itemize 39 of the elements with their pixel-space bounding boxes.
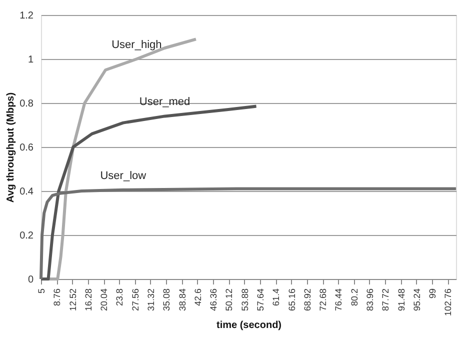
y-tick-label: 0.6 bbox=[20, 142, 34, 154]
x-tick-label: 72.68 bbox=[318, 288, 328, 312]
series-label: User_low bbox=[100, 170, 146, 182]
x-tick-label: 5 bbox=[36, 288, 46, 294]
y-tick-label: 0.4 bbox=[20, 186, 34, 198]
x-tick-label: 8.76 bbox=[52, 288, 62, 306]
x-tick-label: 12.52 bbox=[68, 288, 78, 312]
x-tick-label: 53.88 bbox=[240, 288, 250, 312]
x-axis-title: time (second) bbox=[216, 320, 282, 332]
x-tick-label: 23.8 bbox=[114, 288, 125, 306]
series-label: User_high bbox=[112, 39, 162, 51]
x-tick-label: 27.56 bbox=[130, 288, 140, 312]
x-tick-label: 61.4 bbox=[271, 288, 282, 306]
x-tick-label: 102.76 bbox=[443, 288, 454, 316]
x-tick-label: 57.64 bbox=[255, 288, 266, 312]
x-tick-label: 65.16 bbox=[286, 288, 297, 312]
y-tick-label: 0 bbox=[28, 274, 34, 286]
x-tick-label: 91.48 bbox=[396, 288, 406, 312]
x-tick-label: 99 bbox=[428, 288, 438, 299]
x-tick-label: 76.44 bbox=[334, 288, 344, 312]
y-tick-label: 1 bbox=[28, 54, 34, 66]
x-tick-label: 68.92 bbox=[302, 288, 312, 312]
x-tick-label: 95.24 bbox=[412, 288, 422, 312]
x-tick-label: 50.12 bbox=[224, 288, 234, 312]
y-axis-title: Avg throughput (Mbps) bbox=[6, 92, 17, 203]
x-tick-label: 31.32 bbox=[146, 288, 156, 312]
x-tick-label: 35.08 bbox=[162, 288, 172, 312]
series-label: User_med bbox=[139, 96, 190, 108]
x-tick-label: 83.96 bbox=[364, 288, 375, 312]
x-tick-label: 16.28 bbox=[83, 288, 94, 312]
y-tick-label: 0.8 bbox=[20, 98, 34, 110]
x-tick-label: 46.36 bbox=[208, 288, 219, 312]
x-tick-label: 38.84 bbox=[177, 288, 188, 312]
x-tick-label: 42.6 bbox=[192, 288, 203, 306]
y-tick-label: 0.2 bbox=[20, 230, 34, 242]
x-tick-label: 20.04 bbox=[99, 288, 110, 312]
x-tick-label: 87.72 bbox=[380, 288, 391, 312]
x-tick-label: 80.2 bbox=[349, 288, 360, 306]
y-tick-label: 1.2 bbox=[20, 10, 34, 22]
